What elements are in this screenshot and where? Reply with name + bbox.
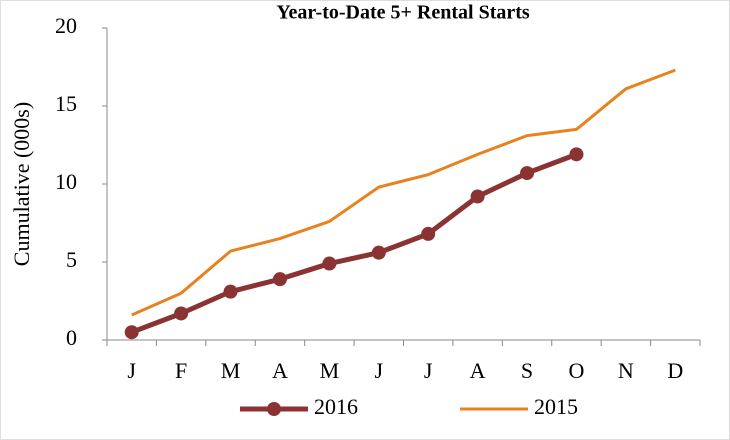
series-marker [174, 306, 189, 321]
x-tick-label: S [521, 358, 533, 383]
series-marker [520, 166, 535, 181]
x-tick-label: J [375, 358, 384, 383]
x-tick-label: N [618, 358, 634, 383]
x-tick-label: F [175, 358, 187, 383]
x-tick-label: A [272, 358, 288, 383]
legend-label: 2015 [534, 394, 578, 419]
series-marker [272, 272, 287, 287]
x-tick-label: D [667, 358, 683, 383]
series-marker [470, 189, 485, 204]
series-marker [223, 284, 238, 299]
legend-marker [267, 402, 281, 416]
y-tick-label: 10 [55, 169, 77, 194]
series-marker [421, 226, 436, 241]
x-tick-label: M [320, 358, 340, 383]
y-axis-label: Cumulative (000s) [9, 102, 34, 266]
series-line [131, 68, 676, 317]
x-tick-label: A [470, 358, 486, 383]
y-tick-label: 5 [66, 247, 77, 272]
series-marker [371, 245, 386, 260]
y-tick-label: 0 [66, 325, 77, 350]
series-line [130, 152, 578, 335]
x-tick-label: J [127, 358, 136, 383]
y-tick-label: 20 [55, 13, 77, 38]
x-tick-label: O [569, 358, 585, 383]
legend-label: 2016 [314, 394, 358, 419]
series-marker [124, 325, 139, 340]
x-tick-label: M [221, 358, 241, 383]
y-tick-label: 15 [55, 91, 77, 116]
series-marker [322, 256, 337, 271]
x-tick-label: J [424, 358, 433, 383]
chart-title: Year-to-Date 5+ Rental Starts [276, 2, 530, 24]
series-marker [569, 147, 584, 162]
